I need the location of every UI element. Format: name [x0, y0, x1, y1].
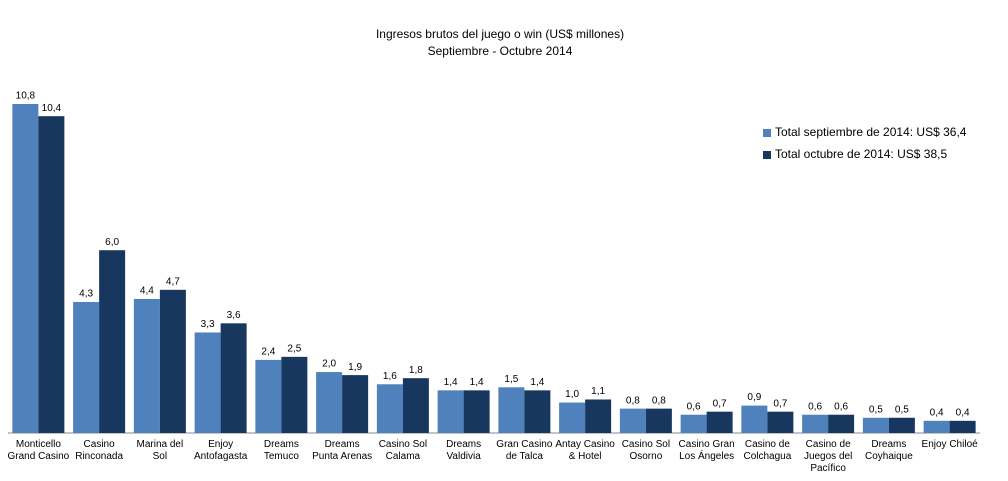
value-label: 0,7 [713, 398, 727, 409]
x-tick-label: Casino Sol Osorno [621, 439, 671, 462]
bar [12, 104, 39, 433]
value-label: 1,5 [504, 374, 518, 385]
bar [38, 116, 65, 434]
value-label: 4,4 [140, 286, 154, 297]
x-tick-label: Casino Sol Calama [378, 439, 428, 462]
bar [524, 390, 551, 433]
x-tick-label: Marina del Sol [136, 439, 184, 462]
bar [741, 405, 768, 433]
bar [194, 332, 221, 433]
bar [585, 399, 612, 433]
x-tick-label: Casino Gran Los Ángeles [678, 439, 735, 462]
bar [437, 390, 464, 433]
value-label: 3,3 [201, 319, 215, 330]
bar [99, 250, 126, 433]
bar [402, 378, 429, 433]
value-label: 1,4 [470, 377, 484, 388]
x-tick-label: Monticello Grand Casino [7, 439, 70, 462]
x-tick-label: Enjoy Antofagasta [193, 439, 248, 462]
bar [923, 420, 950, 433]
value-label: 0,5 [869, 404, 883, 415]
value-label: 1,8 [409, 365, 423, 376]
value-label: 1,4 [444, 377, 458, 388]
bar [680, 414, 707, 433]
bar [255, 359, 282, 433]
value-label: 0,6 [687, 401, 701, 412]
x-tick-label: Antay Casino & Hotel [555, 439, 615, 462]
value-label: 4,7 [166, 276, 180, 287]
x-tick-label: Casino de Juegos del Pacífico [803, 439, 853, 474]
bar [706, 411, 733, 433]
x-tick-label: Casino de Colchagua [743, 439, 792, 462]
value-label: 0,8 [626, 395, 640, 406]
legend-label: Total octubre de 2014: US$ 38,5 [775, 147, 947, 161]
value-label: 0,9 [747, 392, 761, 403]
legend-swatch [763, 151, 771, 159]
x-tick-label: Casino Rinconada [75, 439, 124, 462]
x-tick-label: Dreams Coyhaique [864, 439, 913, 462]
bar [498, 387, 525, 433]
value-label: 2,5 [287, 343, 301, 354]
bar [159, 289, 186, 433]
x-tick-label: Dreams Valdivia [446, 439, 482, 462]
chart-subtitle: Septiembre - Octubre 2014 [428, 44, 573, 58]
bar [281, 356, 308, 433]
bar [802, 414, 829, 433]
bar [376, 384, 403, 433]
legend-label: Total septiembre de 2014: US$ 36,4 [775, 125, 967, 139]
bar [73, 302, 100, 433]
bar [828, 414, 855, 433]
chart-title: Ingresos brutos del juego o win (US$ mil… [376, 27, 624, 41]
value-label: 1,0 [565, 389, 579, 400]
value-label: 0,5 [895, 404, 909, 415]
bar [316, 372, 343, 433]
bar [949, 420, 976, 433]
value-label: 10,8 [16, 91, 36, 102]
value-label: 0,7 [773, 398, 787, 409]
value-label: 0,6 [808, 401, 822, 412]
value-label: 1,4 [530, 377, 544, 388]
bar [645, 408, 672, 433]
bar [619, 408, 646, 433]
value-label: 6,0 [105, 237, 119, 248]
value-label: 0,8 [652, 395, 666, 406]
value-label: 2,4 [261, 347, 275, 358]
bar [888, 417, 915, 433]
value-label: 0,6 [834, 401, 848, 412]
x-tick-label: Enjoy Chiloé [921, 439, 978, 450]
legend-swatch [763, 129, 771, 137]
value-label: 1,1 [591, 386, 605, 397]
value-label: 0,4 [930, 407, 944, 418]
bar [220, 323, 247, 433]
value-label: 0,4 [956, 407, 970, 418]
bar [862, 417, 889, 433]
bar [559, 402, 586, 433]
x-tick-label: Gran Casino de Talca [496, 439, 553, 462]
bar [463, 390, 490, 433]
x-tick-label: Dreams Temuco [263, 439, 299, 462]
value-label: 2,0 [322, 359, 336, 370]
bar [342, 375, 369, 433]
value-label: 10,4 [42, 103, 62, 114]
value-label: 3,6 [227, 310, 241, 321]
bar [767, 411, 794, 433]
bar [133, 298, 160, 433]
value-label: 1,9 [348, 362, 362, 373]
value-label: 1,6 [383, 371, 397, 382]
x-tick-label: Dreams Punta Arenas [312, 439, 373, 462]
value-label: 4,3 [79, 289, 93, 300]
